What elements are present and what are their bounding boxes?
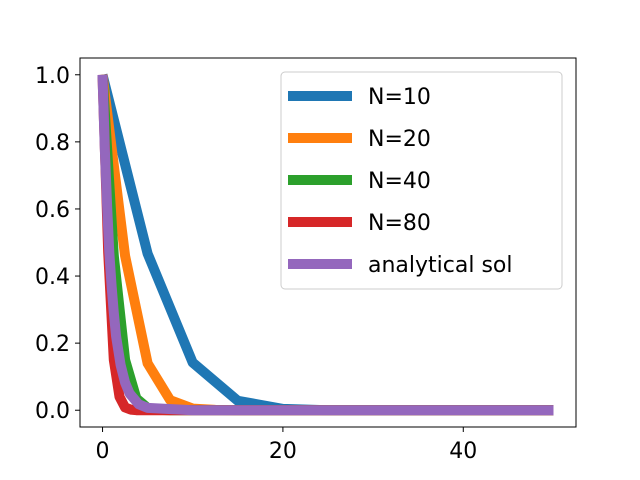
- legend-label-1: N=20: [368, 127, 431, 152]
- y-tick-label: 0.2: [35, 332, 70, 357]
- y-tick-label: 1.0: [35, 64, 70, 89]
- legend-label-2: N=40: [368, 169, 431, 194]
- legend-label-3: N=80: [368, 211, 431, 236]
- legend: N=10 N=20 N=40 N=80 analytical sol: [280, 71, 563, 290]
- legend-box: [280, 71, 563, 290]
- y-tick-label: 0.6: [35, 198, 70, 223]
- series-line-4: [97, 74, 554, 416]
- legend-label-4: analytical sol: [368, 253, 513, 278]
- y-tick-label: 0.8: [35, 131, 70, 156]
- y-tick-label: 0.4: [35, 265, 70, 290]
- series-layer: [97, 73, 554, 416]
- x-tick-label: 20: [269, 439, 297, 464]
- legend-label-0: N=10: [368, 85, 431, 110]
- x-tick-label: 40: [449, 439, 477, 464]
- y-tick-label: 0.0: [35, 399, 70, 424]
- plot-frame: [79, 57, 577, 428]
- ticks-layer: 0 20 40 0.0 0.2 0.4 0.6 0.8 1.0: [35, 64, 477, 464]
- x-tick-label: 0: [96, 439, 110, 464]
